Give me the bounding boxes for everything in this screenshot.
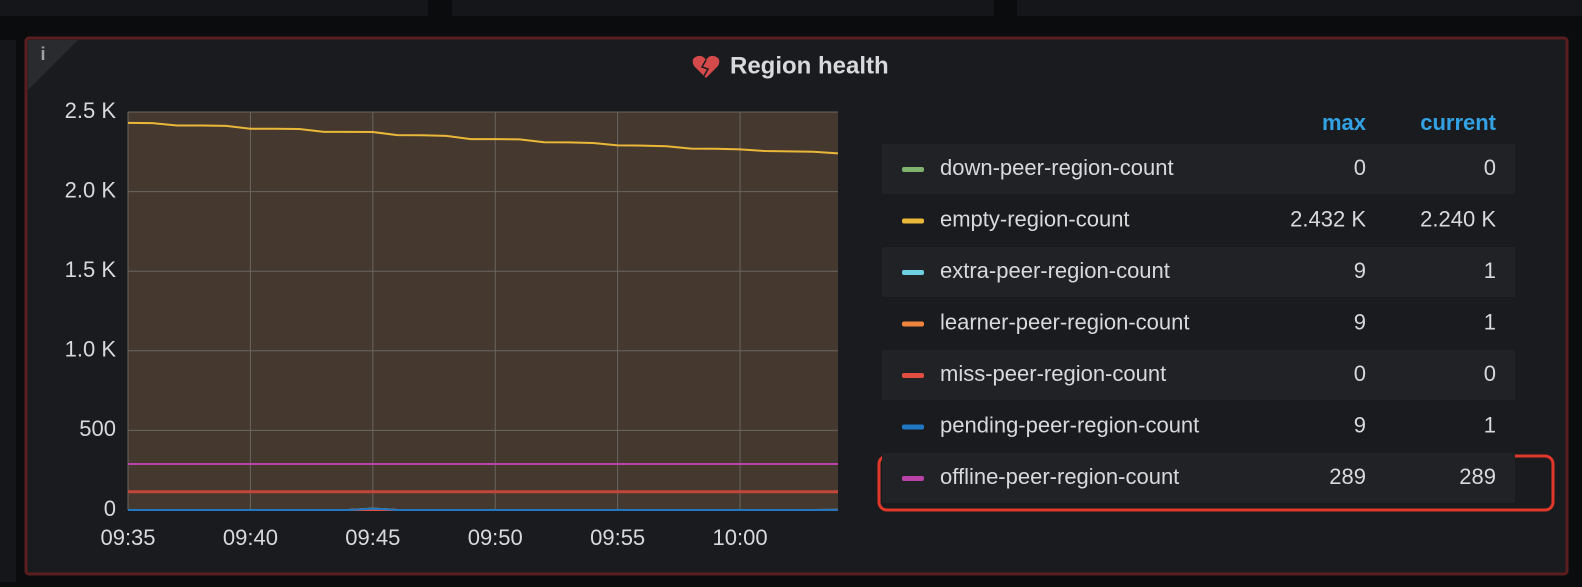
x-tick-label: 09:35 <box>100 525 155 550</box>
legend-row-bg <box>882 453 1515 503</box>
legend-swatch <box>902 270 924 275</box>
legend-swatch <box>902 218 924 224</box>
legend-header: current <box>1420 110 1496 135</box>
info-icon[interactable]: i <box>40 44 45 64</box>
legend-max: 0 <box>1354 155 1366 180</box>
legend-current: 2.240 K <box>1420 206 1496 231</box>
legend-current: 1 <box>1484 258 1496 283</box>
x-tick-label: 09:45 <box>345 525 400 550</box>
panel-stub <box>0 0 428 16</box>
legend-row-bg <box>882 144 1515 194</box>
legend-swatch <box>902 321 924 327</box>
legend-max: 9 <box>1354 258 1366 283</box>
panel-title: Region health <box>730 52 889 79</box>
legend-max: 9 <box>1354 412 1366 437</box>
heart-icon <box>692 55 720 78</box>
legend-swatch <box>902 373 924 378</box>
legend-name: extra-peer-region-count <box>940 258 1170 283</box>
y-tick-label: 2.5 K <box>65 98 117 123</box>
legend-current: 0 <box>1484 155 1496 180</box>
panel-stub <box>1017 0 1582 16</box>
panel-stub <box>0 40 16 582</box>
legend-header: max <box>1322 110 1367 135</box>
y-tick-label: 500 <box>79 416 116 441</box>
y-tick-label: 0 <box>104 496 116 521</box>
legend-current: 0 <box>1484 361 1496 386</box>
series-line <box>127 121 839 155</box>
plot-area <box>128 112 838 510</box>
legend-name: learner-peer-region-count <box>940 309 1189 334</box>
legend-max: 289 <box>1329 464 1366 489</box>
y-tick-label: 1.5 K <box>65 257 117 282</box>
legend-name: miss-peer-region-count <box>940 361 1166 386</box>
x-tick-label: 09:55 <box>590 525 645 550</box>
legend-max: 9 <box>1354 309 1366 334</box>
series-line <box>128 507 839 511</box>
y-tick-label: 2.0 K <box>65 177 117 202</box>
legend-name: empty-region-count <box>940 206 1130 231</box>
info-corner[interactable] <box>28 40 78 90</box>
y-tick-label: 1.0 K <box>65 337 117 362</box>
x-tick-label: 09:40 <box>223 525 278 550</box>
x-tick-label: 09:50 <box>468 525 523 550</box>
legend-current: 1 <box>1484 309 1496 334</box>
legend-row-bg <box>882 350 1515 400</box>
legend-max: 2.432 K <box>1290 206 1366 231</box>
x-tick-label: 10:00 <box>713 525 768 550</box>
legend-name: offline-peer-region-count <box>940 464 1179 489</box>
legend-swatch <box>902 167 924 172</box>
heart-crack <box>700 59 710 77</box>
legend-row-bg <box>882 247 1515 297</box>
legend-current: 289 <box>1459 464 1496 489</box>
legend-swatch <box>902 424 924 430</box>
legend-name: pending-peer-region-count <box>940 412 1199 437</box>
legend-name: down-peer-region-count <box>940 155 1174 180</box>
legend-max: 0 <box>1354 361 1366 386</box>
legend-swatch <box>902 476 924 481</box>
panel-stub <box>452 0 994 16</box>
legend-current: 1 <box>1484 412 1496 437</box>
